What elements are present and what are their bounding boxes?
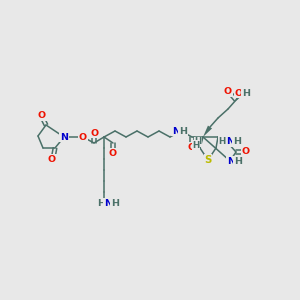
Polygon shape <box>203 126 212 137</box>
Text: H: H <box>234 157 242 166</box>
Text: O: O <box>109 148 117 158</box>
Text: N: N <box>104 199 112 208</box>
Text: O: O <box>235 88 243 98</box>
Text: N: N <box>227 157 235 166</box>
Text: H: H <box>194 137 202 146</box>
Text: H: H <box>192 140 200 149</box>
Text: H: H <box>233 137 241 146</box>
Text: H: H <box>111 199 119 208</box>
Text: O: O <box>224 88 232 97</box>
Text: O: O <box>242 148 250 157</box>
Text: O: O <box>188 142 196 152</box>
Text: H: H <box>242 88 250 98</box>
Text: N: N <box>226 137 234 146</box>
Text: H: H <box>218 136 226 146</box>
Text: O: O <box>79 133 87 142</box>
Text: S: S <box>204 155 212 165</box>
Text: O: O <box>91 128 99 137</box>
Text: N: N <box>172 127 180 136</box>
Text: O: O <box>38 112 46 121</box>
Text: H: H <box>179 127 187 136</box>
Text: H: H <box>97 199 105 208</box>
Text: N: N <box>60 133 68 142</box>
Text: O: O <box>48 154 56 164</box>
